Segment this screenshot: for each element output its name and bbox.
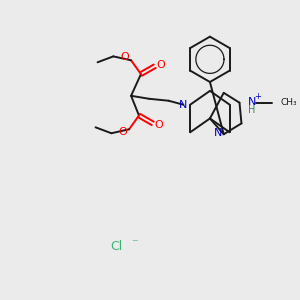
Text: N: N (248, 97, 256, 107)
Text: Cl: Cl (110, 240, 122, 253)
Text: N: N (179, 100, 188, 110)
Text: +: + (254, 92, 261, 101)
Text: N: N (214, 128, 222, 138)
Text: O: O (121, 52, 130, 62)
Text: ⁻: ⁻ (131, 237, 138, 250)
Text: CH₃: CH₃ (281, 98, 298, 107)
Text: O: O (156, 60, 165, 70)
Text: O: O (119, 127, 128, 137)
Text: H: H (248, 105, 256, 115)
Text: O: O (154, 120, 163, 130)
